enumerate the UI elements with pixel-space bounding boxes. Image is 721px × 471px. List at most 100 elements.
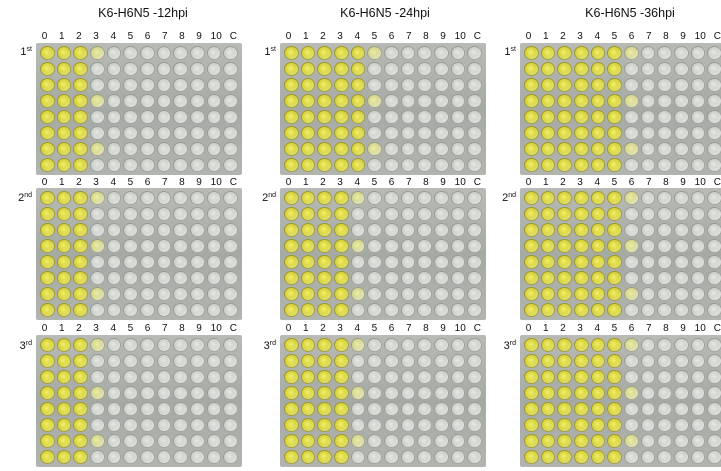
well xyxy=(707,94,721,108)
well-column-label: 5 xyxy=(611,323,618,334)
well xyxy=(607,110,622,124)
well xyxy=(189,303,205,317)
well xyxy=(400,255,416,269)
well xyxy=(417,303,432,317)
well xyxy=(123,418,138,432)
well xyxy=(673,354,689,368)
well xyxy=(106,386,122,400)
well xyxy=(189,338,205,352)
well xyxy=(367,46,382,60)
well-column-label: C xyxy=(473,31,482,42)
well xyxy=(73,287,88,301)
well-column-label: 7 xyxy=(405,177,412,188)
well xyxy=(623,94,639,108)
well xyxy=(657,354,672,368)
well xyxy=(450,434,466,448)
well xyxy=(350,62,366,76)
well xyxy=(206,207,222,221)
well xyxy=(657,303,672,317)
well xyxy=(590,46,606,60)
well xyxy=(400,142,416,156)
well xyxy=(657,110,672,124)
well xyxy=(450,191,466,205)
well xyxy=(89,271,105,285)
well xyxy=(540,110,556,124)
column-title: K6-H6N5 -12hpi xyxy=(98,6,188,20)
well xyxy=(417,271,432,285)
well xyxy=(690,450,706,464)
well xyxy=(139,418,155,432)
well xyxy=(590,271,606,285)
well xyxy=(317,158,332,172)
well xyxy=(317,78,332,92)
well xyxy=(607,450,622,464)
well xyxy=(590,354,606,368)
well xyxy=(206,223,222,237)
well xyxy=(383,303,399,317)
well xyxy=(173,94,188,108)
replicate-number: 3 xyxy=(503,340,510,352)
well xyxy=(56,402,72,416)
well xyxy=(450,142,466,156)
well xyxy=(350,46,366,60)
well xyxy=(56,207,72,221)
well-column-label: 8 xyxy=(663,323,669,334)
well xyxy=(206,418,222,432)
well xyxy=(400,434,416,448)
well xyxy=(417,450,432,464)
well xyxy=(223,287,238,301)
well xyxy=(433,450,449,464)
well-column-label: 4 xyxy=(354,323,361,334)
well-column-label: 2 xyxy=(76,177,82,188)
well xyxy=(557,223,572,237)
replicate-suffix: st xyxy=(26,46,32,53)
well xyxy=(73,78,88,92)
well xyxy=(450,207,466,221)
well xyxy=(383,239,399,253)
well xyxy=(417,402,432,416)
well-column-label: 1 xyxy=(302,31,309,42)
well xyxy=(590,239,606,253)
well-column-label: 6 xyxy=(144,323,151,334)
well xyxy=(40,386,55,400)
well xyxy=(467,78,482,92)
well xyxy=(690,110,706,124)
well xyxy=(139,386,155,400)
well-column-label: 3 xyxy=(337,31,343,42)
well xyxy=(707,402,721,416)
well-column-label: 7 xyxy=(645,177,652,188)
well xyxy=(139,207,155,221)
well xyxy=(123,271,138,285)
well xyxy=(223,62,238,76)
well xyxy=(317,255,332,269)
well xyxy=(450,239,466,253)
well xyxy=(417,338,432,352)
well xyxy=(573,354,589,368)
well xyxy=(524,287,539,301)
well xyxy=(123,46,138,60)
well xyxy=(690,46,706,60)
well xyxy=(607,338,622,352)
well xyxy=(433,418,449,432)
well xyxy=(640,46,656,60)
well-column-label: 7 xyxy=(161,177,168,188)
well-plate-photo xyxy=(280,43,486,175)
well-column-label: 9 xyxy=(680,31,686,42)
well xyxy=(300,62,316,76)
well xyxy=(673,287,689,301)
well xyxy=(673,62,689,76)
well xyxy=(450,418,466,432)
well xyxy=(173,402,188,416)
well xyxy=(40,402,55,416)
well xyxy=(467,207,482,221)
well xyxy=(707,126,721,140)
well xyxy=(284,255,299,269)
well xyxy=(573,450,589,464)
well xyxy=(139,78,155,92)
well xyxy=(467,450,482,464)
well xyxy=(300,46,316,60)
well xyxy=(607,94,622,108)
well xyxy=(707,450,721,464)
well-column-labels: 0 1 2 3 4 5 6 7 8 9 10 C xyxy=(520,322,721,335)
well-column-label: 10 xyxy=(210,323,222,334)
